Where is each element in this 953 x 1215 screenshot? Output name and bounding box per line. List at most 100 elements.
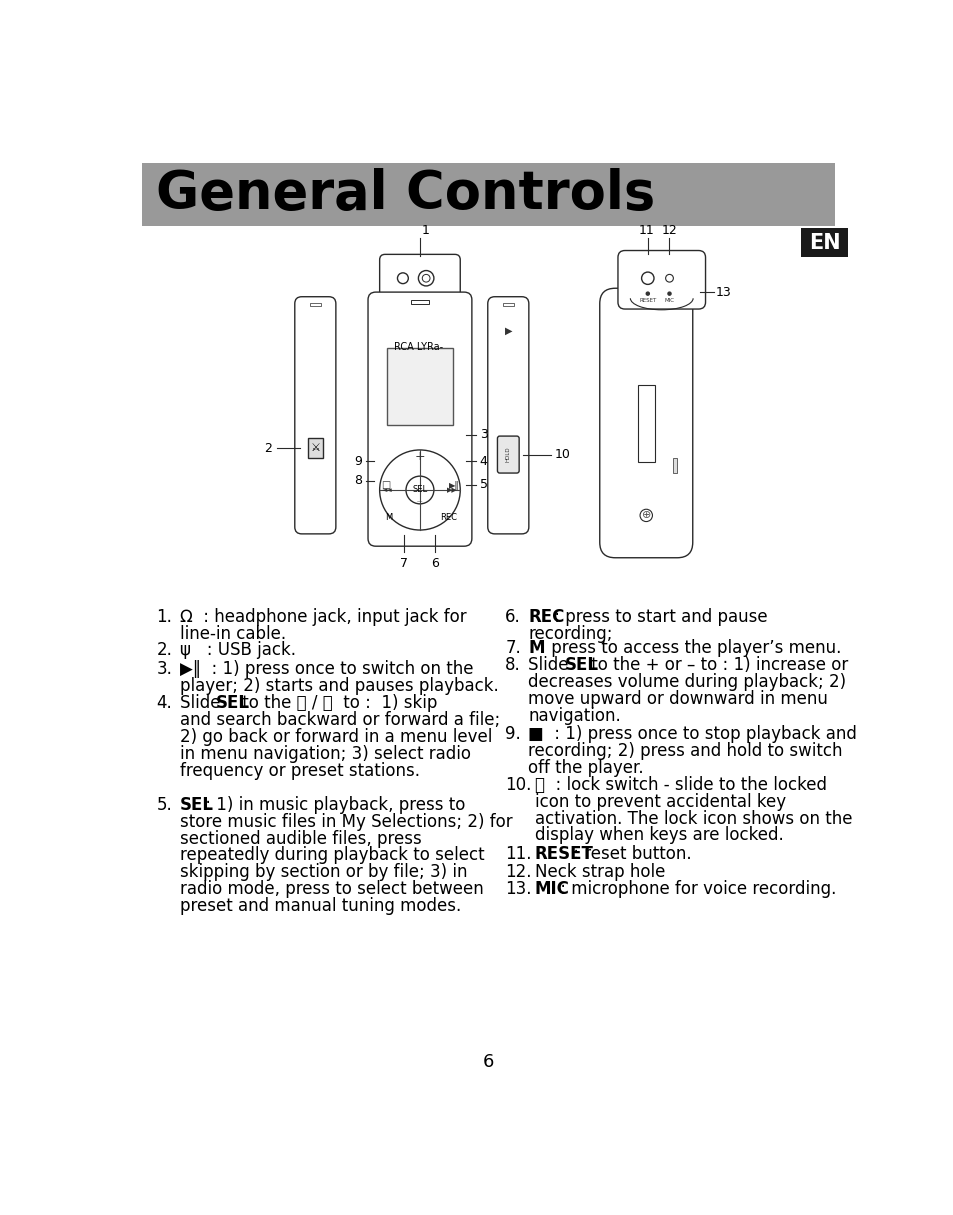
Text: 1: 1 bbox=[421, 224, 429, 237]
Text: 13: 13 bbox=[715, 286, 731, 299]
Text: ◄◄: ◄◄ bbox=[381, 487, 393, 493]
Text: 9: 9 bbox=[354, 454, 361, 468]
Text: decreases volume during playback; 2): decreases volume during playback; 2) bbox=[528, 673, 845, 691]
Text: 5.: 5. bbox=[156, 796, 172, 814]
Text: frequency or preset stations.: frequency or preset stations. bbox=[179, 762, 419, 780]
Text: 2.: 2. bbox=[156, 640, 172, 659]
Text: Neck strap hole: Neck strap hole bbox=[534, 864, 664, 881]
Text: 5: 5 bbox=[479, 477, 487, 491]
Text: to the + or – to : 1) increase or: to the + or – to : 1) increase or bbox=[585, 656, 847, 674]
Bar bbox=[637, 384, 654, 462]
Text: player; 2) starts and pauses playback.: player; 2) starts and pauses playback. bbox=[179, 677, 497, 695]
Text: in menu navigation; 3) select radio: in menu navigation; 3) select radio bbox=[179, 745, 470, 763]
Bar bbox=[387, 347, 452, 424]
Text: ⚔: ⚔ bbox=[310, 443, 320, 453]
Text: navigation.: navigation. bbox=[528, 707, 620, 725]
Text: M: M bbox=[385, 513, 393, 522]
Text: 10.: 10. bbox=[505, 775, 531, 793]
Text: store music files in My Selections; 2) for: store music files in My Selections; 2) f… bbox=[179, 813, 512, 831]
Text: 11.: 11. bbox=[505, 844, 531, 863]
Text: 6: 6 bbox=[483, 1053, 494, 1072]
Text: ψ   : USB jack.: ψ : USB jack. bbox=[179, 640, 295, 659]
Text: MIC: MIC bbox=[664, 298, 674, 304]
FancyBboxPatch shape bbox=[379, 254, 459, 305]
Text: and search backward or forward a file;: and search backward or forward a file; bbox=[179, 711, 499, 729]
Text: SEL: SEL bbox=[412, 486, 427, 495]
Text: repeatedly during playback to select: repeatedly during playback to select bbox=[179, 847, 484, 865]
Text: : reset button.: : reset button. bbox=[568, 844, 691, 863]
FancyBboxPatch shape bbox=[618, 250, 705, 309]
Text: recording; 2) press and hold to switch: recording; 2) press and hold to switch bbox=[528, 742, 842, 759]
Text: 10: 10 bbox=[555, 448, 570, 460]
Bar bbox=[310, 303, 320, 306]
Text: M: M bbox=[528, 639, 544, 656]
Text: 2: 2 bbox=[264, 442, 272, 454]
Text: to the ⏮ / ⏭  to :  1) skip: to the ⏮ / ⏭ to : 1) skip bbox=[236, 694, 436, 712]
Bar bbox=[142, 163, 835, 226]
Text: 7: 7 bbox=[400, 556, 408, 570]
Text: 8: 8 bbox=[354, 474, 361, 487]
FancyBboxPatch shape bbox=[294, 296, 335, 533]
Text: 3: 3 bbox=[479, 428, 487, 441]
Text: ▶‖: ▶‖ bbox=[448, 481, 459, 490]
Text: ⊕: ⊕ bbox=[640, 510, 650, 520]
Text: 12: 12 bbox=[661, 224, 677, 237]
Text: Slide: Slide bbox=[528, 656, 574, 674]
Text: □: □ bbox=[381, 480, 390, 491]
Text: MIC: MIC bbox=[534, 881, 569, 898]
Text: preset and manual tuning modes.: preset and manual tuning modes. bbox=[179, 898, 460, 915]
FancyBboxPatch shape bbox=[487, 296, 528, 533]
Text: recording;: recording; bbox=[528, 625, 613, 643]
Text: REC: REC bbox=[528, 608, 564, 626]
Text: +: + bbox=[415, 450, 425, 463]
Text: —: — bbox=[416, 499, 422, 504]
Text: : press to access the player’s menu.: : press to access the player’s menu. bbox=[535, 639, 841, 656]
Bar bbox=[307, 439, 323, 458]
Bar bbox=[502, 303, 513, 306]
Text: 2) go back or forward in a menu level: 2) go back or forward in a menu level bbox=[179, 728, 492, 746]
Text: RCA LYRa-: RCA LYRa- bbox=[394, 343, 442, 352]
Text: skipping by section or by file; 3) in: skipping by section or by file; 3) in bbox=[179, 864, 467, 881]
Text: ▶‖  : 1) press once to switch on the: ▶‖ : 1) press once to switch on the bbox=[179, 660, 473, 678]
Text: line-in cable.: line-in cable. bbox=[179, 625, 286, 643]
Text: General Controls: General Controls bbox=[156, 169, 655, 220]
Text: SEL: SEL bbox=[179, 796, 213, 814]
Text: RESET: RESET bbox=[639, 298, 656, 304]
Text: 13.: 13. bbox=[505, 881, 531, 898]
Bar bbox=[416, 300, 423, 305]
Text: 9.: 9. bbox=[505, 725, 520, 742]
Text: 6: 6 bbox=[431, 556, 439, 570]
Circle shape bbox=[667, 292, 670, 295]
Text: : press to start and pause: : press to start and pause bbox=[548, 608, 766, 626]
Text: HOLD: HOLD bbox=[505, 447, 510, 463]
Text: display when keys are locked.: display when keys are locked. bbox=[534, 826, 782, 844]
FancyBboxPatch shape bbox=[368, 292, 472, 547]
Text: icon to prevent accidental key: icon to prevent accidental key bbox=[534, 792, 785, 810]
Bar bbox=[801, 228, 847, 258]
Text: RESET: RESET bbox=[534, 844, 593, 863]
Circle shape bbox=[645, 292, 649, 295]
Text: : microphone for voice recording.: : microphone for voice recording. bbox=[554, 881, 835, 898]
Bar bbox=[410, 300, 429, 304]
Text: Ω  : headphone jack, input jack for: Ω : headphone jack, input jack for bbox=[179, 608, 466, 626]
Text: radio mode, press to select between: radio mode, press to select between bbox=[179, 881, 483, 898]
Text: 12.: 12. bbox=[505, 864, 531, 881]
Text: 3.: 3. bbox=[156, 660, 172, 678]
Text: REC: REC bbox=[439, 513, 456, 522]
FancyBboxPatch shape bbox=[599, 288, 692, 558]
Text: SEL: SEL bbox=[564, 656, 598, 674]
Text: sectioned audible files, press: sectioned audible files, press bbox=[179, 830, 421, 848]
Text: 7.: 7. bbox=[505, 639, 520, 656]
Text: off the player.: off the player. bbox=[528, 758, 643, 776]
Text: ▶: ▶ bbox=[504, 326, 512, 335]
Text: 4.: 4. bbox=[156, 694, 172, 712]
Text: move upward or downward in menu: move upward or downward in menu bbox=[528, 690, 827, 708]
Text: Slide: Slide bbox=[179, 694, 225, 712]
Text: 1.: 1. bbox=[156, 608, 172, 626]
Text: 4: 4 bbox=[479, 454, 487, 468]
Text: 8.: 8. bbox=[505, 656, 520, 674]
Text: activation. The lock icon shows on the: activation. The lock icon shows on the bbox=[534, 809, 851, 827]
Text: ■  : 1) press once to stop playback and: ■ : 1) press once to stop playback and bbox=[528, 725, 857, 742]
Text: ▶▶: ▶▶ bbox=[447, 487, 457, 493]
Text: 11: 11 bbox=[638, 224, 654, 237]
